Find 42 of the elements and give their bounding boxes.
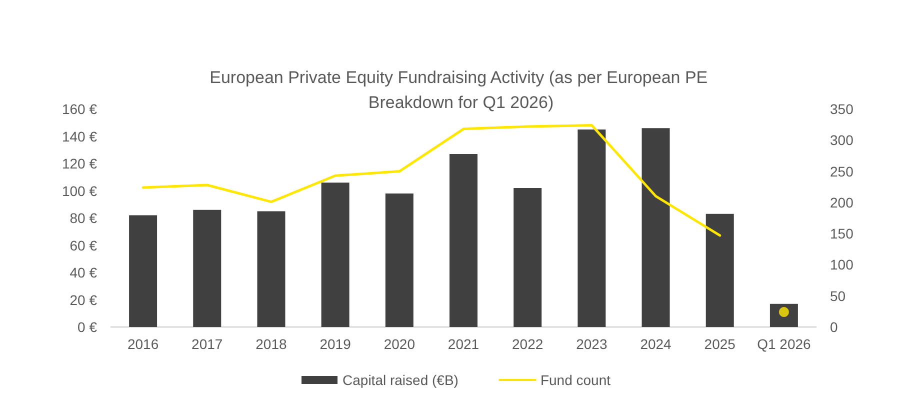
y-tick-label: 100 € <box>62 182 98 199</box>
bar <box>129 215 158 327</box>
bar <box>578 129 606 327</box>
x-tick-label: 2022 <box>512 336 544 352</box>
x-tick-label: 2024 <box>640 336 672 352</box>
y2-tick-label: 150 <box>830 226 854 242</box>
x-tick-label: 2023 <box>576 336 608 352</box>
bar <box>385 193 414 327</box>
y-tick-label: 0 € <box>78 319 98 335</box>
x-tick-label: Q1 2026 <box>757 336 812 352</box>
x-tick-label: 2016 <box>127 336 159 352</box>
y2-tick-label: 100 <box>830 256 854 273</box>
x-tick-label: 2017 <box>192 336 223 352</box>
y-tick-label: 140 € <box>62 128 98 144</box>
y-tick-label: 160 € <box>62 101 98 117</box>
bar <box>321 182 350 327</box>
y-tick-label: 40 € <box>70 264 98 280</box>
bar <box>257 211 286 327</box>
y2-tick-label: 350 <box>830 101 854 117</box>
x-tick-label: 2025 <box>704 336 736 352</box>
bar <box>193 210 222 327</box>
bar <box>450 154 478 327</box>
bar <box>706 214 734 327</box>
x-tick-label: 2019 <box>320 336 352 352</box>
legend-label: Fund count <box>540 372 611 388</box>
line-series <box>142 124 722 237</box>
y2-tick-label: 200 <box>830 194 854 210</box>
x-tick-label: 2021 <box>448 336 480 352</box>
y2-tick-label: 250 <box>830 163 854 180</box>
y-tick-label: 120 € <box>62 156 98 172</box>
bar <box>642 128 670 327</box>
y2-tick-label: 0 <box>830 319 838 335</box>
x-tick-label: 2018 <box>256 336 288 352</box>
y-tick-label: 20 € <box>70 292 98 308</box>
bar <box>514 188 542 327</box>
legend-label: Capital raised (€B) <box>342 372 458 388</box>
y-tick-label: 80 € <box>70 210 98 226</box>
y-tick-label: 60 € <box>70 237 98 254</box>
y2-tick-label: 300 <box>830 132 854 148</box>
y2-tick-label: 50 <box>830 288 846 304</box>
x-tick-label: 2020 <box>384 336 416 352</box>
chart-title: European Private Equity Fundraising Activity (as per European PE Breakdown for Q1 2026) <box>210 68 712 112</box>
